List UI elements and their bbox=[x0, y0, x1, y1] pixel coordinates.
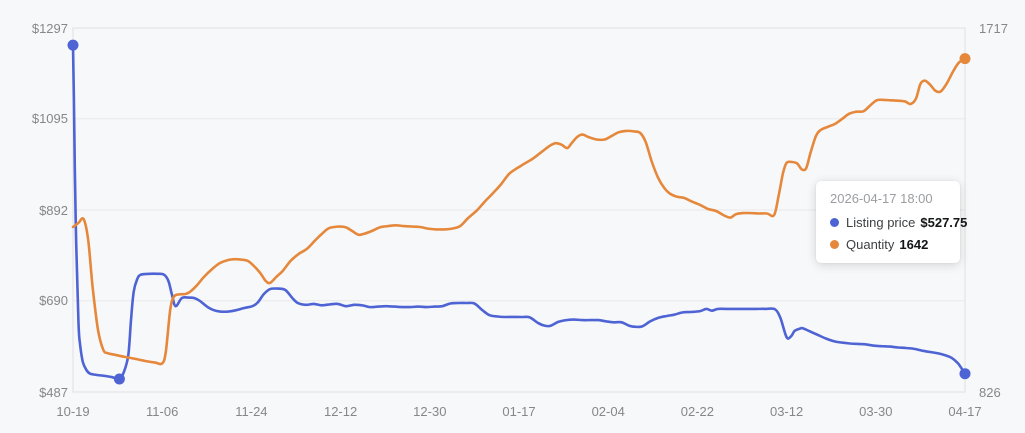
right-axis-tick-label: 1717 bbox=[979, 20, 1008, 36]
x-axis-tick-label: 12-30 bbox=[413, 404, 447, 419]
tooltip-listing-price-value: $527.75 bbox=[920, 215, 968, 230]
left-axis-tick-label: $487 bbox=[39, 384, 68, 400]
tooltip-listing-price-label: Listing price bbox=[846, 215, 916, 230]
x-axis-tick-label: 03-30 bbox=[859, 404, 893, 419]
listing-price-marker[interactable] bbox=[959, 368, 971, 380]
x-axis-tick-label: 11-06 bbox=[146, 404, 179, 419]
tooltip-timestamp: 2026-04-17 18:00 bbox=[830, 191, 933, 206]
tooltip-row-quantity: Quantity 1642 bbox=[830, 237, 946, 252]
x-axis-tick-label: 02-22 bbox=[680, 404, 715, 419]
x-axis-tick-label: 03-12 bbox=[769, 404, 804, 419]
x-axis-tick-label: 10-19 bbox=[56, 404, 90, 419]
quantity-line bbox=[71, 57, 967, 366]
listing-price-dot-icon bbox=[830, 218, 839, 227]
x-axis-tick-label: 11-24 bbox=[235, 404, 268, 419]
tooltip-row-listing-price: Listing price $527.75 bbox=[830, 215, 967, 230]
chart-tooltip: 2026-04-17 18:00 Listing price $527.75 Q… bbox=[816, 181, 967, 263]
left-axis-tick-label: $690 bbox=[39, 293, 68, 309]
x-axis-tick-label: 02-04 bbox=[591, 404, 625, 419]
left-axis-tick-label: $1095 bbox=[31, 111, 68, 127]
tooltip-quantity-label: Quantity bbox=[846, 237, 895, 252]
x-axis-tick-label: 04-17 bbox=[948, 404, 982, 419]
tooltip-quantity-value: 1642 bbox=[899, 237, 929, 252]
listing-price-marker[interactable] bbox=[113, 373, 125, 385]
x-axis-tick-label: 12-12 bbox=[323, 404, 358, 419]
right-axis-tick-label: 826 bbox=[979, 384, 1001, 400]
plot-border bbox=[72, 27, 966, 393]
left-axis-tick-label: $892 bbox=[39, 202, 68, 218]
quantity-dot-icon bbox=[830, 240, 839, 249]
listing-price-marker[interactable] bbox=[67, 39, 79, 51]
x-axis-tick-label: 01-17 bbox=[502, 404, 536, 419]
quantity-marker[interactable] bbox=[959, 53, 971, 65]
listing-price-line bbox=[71, 43, 967, 381]
left-axis-tick-label: $1297 bbox=[31, 20, 68, 36]
